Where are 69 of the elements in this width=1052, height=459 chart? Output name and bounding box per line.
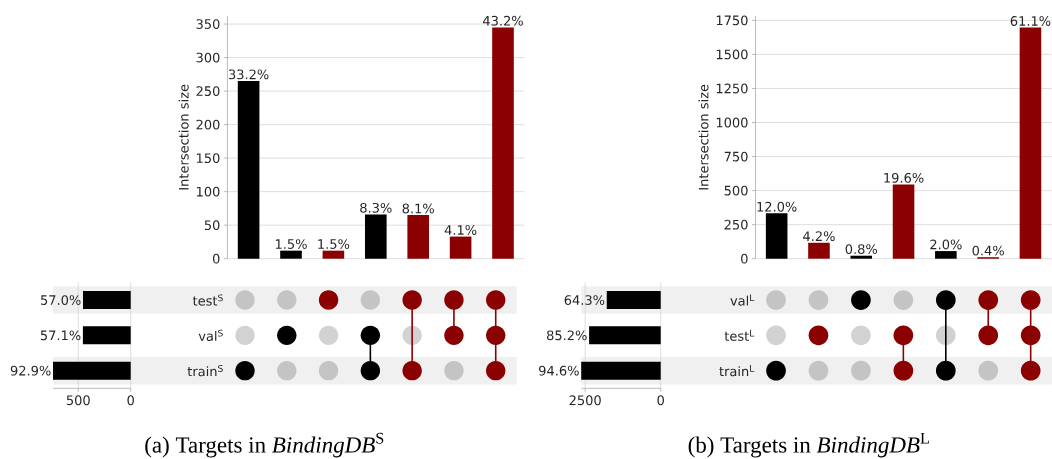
y-tick-label: 500: [724, 185, 748, 196]
bar: [280, 250, 302, 259]
y-tick-label: 300: [196, 52, 220, 63]
annotation: 33.2%: [228, 69, 269, 80]
annotation: 57.0%: [41, 295, 81, 305]
annotation: 4.1%: [444, 225, 477, 235]
y-tick-label: test$^{L}$: [724, 329, 755, 341]
y-tick-label: test$^{S}$: [192, 294, 223, 306]
annotation: 19.6%: [884, 172, 924, 183]
y-tick-label: 200: [196, 119, 220, 130]
bar: [322, 250, 345, 259]
bar: [606, 291, 661, 310]
annotation: 92.9%: [10, 365, 51, 376]
y-tick-label: 100: [196, 186, 220, 197]
annotation: 1.5%: [275, 239, 307, 249]
y-tick-label: 50: [204, 220, 220, 231]
y-tick-label: val$^{S}$: [198, 329, 223, 341]
x-tick-label: 0: [127, 395, 134, 406]
bar: [808, 242, 830, 259]
annotation: 2.0%: [930, 239, 962, 250]
annotation: 85.2%: [546, 330, 587, 341]
y-tick-label: 0: [212, 253, 220, 264]
y-tick-label: 350: [196, 19, 220, 29]
y-tick-label: 1750: [716, 15, 748, 26]
y-tick-label: 1500: [716, 49, 748, 60]
bar: [364, 214, 387, 259]
y-tick-label: train$^{S}$: [187, 365, 223, 377]
x-tick-label: 2500: [569, 395, 601, 406]
y-axis-title: Intersection size: [698, 84, 709, 190]
text: (b) Targets in BindingDB$^{L}$: [688, 432, 929, 458]
annotation: 4.2%: [803, 231, 835, 242]
annotation: 43.2%: [482, 15, 523, 26]
y-tick-label: 1000: [716, 117, 748, 128]
bar: [82, 291, 131, 310]
x-tick-label: 0: [657, 395, 664, 406]
y-axis-title: Intersection size: [178, 84, 189, 190]
x-tick-label: 500: [66, 395, 90, 406]
bar: [589, 326, 661, 345]
y-tick-label: 150: [196, 153, 220, 164]
bar: [237, 81, 260, 259]
bar: [765, 213, 788, 259]
bar: [581, 361, 661, 380]
bar: [449, 236, 472, 259]
annotation: 0.4%: [972, 245, 1004, 256]
annotation: 94.6%: [539, 365, 579, 376]
annotation: 0.8%: [845, 244, 878, 255]
y-tick-label: train$^{L}$: [719, 365, 755, 377]
annotation: 57.1%: [40, 330, 81, 341]
bar: [935, 251, 957, 259]
y-tick-label: val$^{L}$: [730, 294, 755, 306]
annotation: 1.5%: [318, 239, 350, 249]
y-tick-label: 1250: [716, 83, 748, 94]
bar: [850, 255, 873, 259]
y-tick-label: 750: [724, 151, 748, 162]
y-tick-label: 0: [741, 253, 748, 264]
y-tick-label: 250: [724, 219, 748, 230]
bar: [53, 361, 131, 380]
annotation: 8.3%: [360, 202, 392, 213]
text: (a) Targets in BindingDB$^{S}$: [145, 432, 384, 458]
bar: [492, 27, 514, 259]
bar: [82, 326, 131, 345]
bar: [1019, 27, 1042, 259]
annotation: 64.3%: [564, 295, 605, 305]
y-tick-label: 250: [196, 86, 220, 97]
annotation: 61.1%: [1010, 16, 1051, 26]
bar: [407, 215, 430, 259]
bar: [892, 184, 915, 259]
annotation: 12.0%: [757, 201, 797, 212]
annotation: 8.1%: [402, 203, 434, 214]
